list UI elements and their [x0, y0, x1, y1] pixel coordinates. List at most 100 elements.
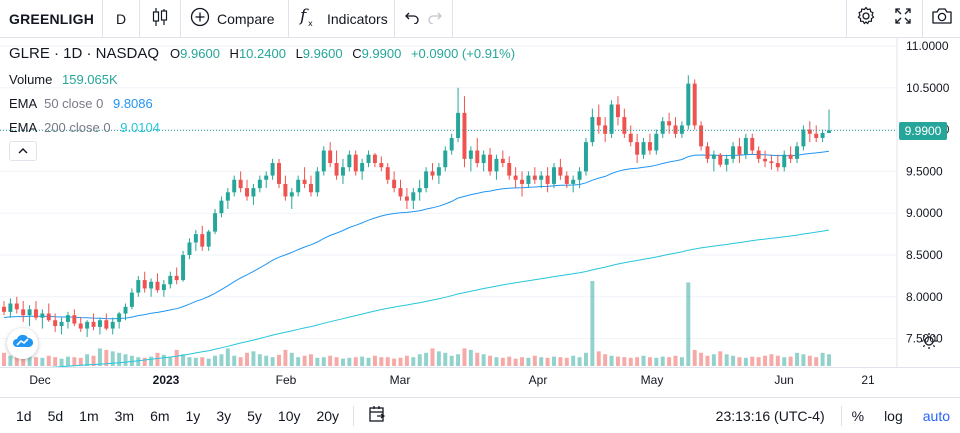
ema50-line — [3, 150, 830, 320]
ema200-legend[interactable]: EMA 200 close 0 9.0104 — [9, 120, 160, 135]
clock-timezone[interactable]: 23:13:16 (UTC-4) — [715, 407, 825, 424]
tradingview-logo[interactable] — [7, 328, 38, 359]
candle-body — [436, 167, 441, 176]
settings-button[interactable] — [846, 0, 884, 38]
range-button-20y[interactable]: 20y — [316, 407, 340, 424]
volume-bar — [795, 352, 800, 366]
candle-body — [583, 142, 588, 172]
time-label: Mar — [389, 373, 411, 387]
volume-legend[interactable]: Volume 159.065K — [9, 72, 118, 87]
ema50-legend[interactable]: EMA 50 close 0 9.8086 — [9, 96, 153, 111]
candle-body — [475, 150, 480, 164]
volume-bar — [807, 355, 812, 366]
open-value: 9.9600 — [180, 46, 220, 61]
redo-icon[interactable] — [427, 10, 443, 27]
range-button-1y[interactable]: 1y — [185, 407, 201, 424]
volume-bar — [232, 355, 237, 366]
volume-bar — [468, 349, 473, 366]
time-label: 21 — [861, 373, 875, 387]
ema50-value: 9.8086 — [112, 96, 153, 111]
divider — [353, 405, 355, 426]
compare-label: Compare — [217, 10, 275, 27]
volume-bar — [673, 355, 678, 366]
go-to-date-button[interactable] — [360, 398, 394, 433]
candle-body — [129, 292, 134, 307]
volume-bar — [136, 357, 141, 366]
candle-body — [782, 154, 787, 168]
range-button-1m[interactable]: 1m — [79, 407, 99, 424]
volume-bar — [647, 357, 652, 366]
volume-bar — [436, 351, 441, 366]
auto-scale-toggle[interactable]: auto — [922, 407, 950, 424]
log-scale-toggle[interactable]: log — [884, 407, 903, 424]
volume-bar — [622, 357, 627, 366]
percent-scale-toggle[interactable]: % — [851, 407, 865, 424]
range-button-5d[interactable]: 5d — [47, 407, 64, 424]
candle-body — [33, 309, 38, 318]
chart-pane[interactable]: 11.000010.500010.00009.50009.00008.50008… — [0, 38, 960, 368]
volume-bar — [615, 356, 620, 366]
volume-bar — [609, 355, 614, 366]
time-label: Apr — [528, 373, 548, 387]
price-axis-label: 8.5000 — [906, 248, 943, 262]
volume-bar — [289, 352, 294, 366]
range-button-1d[interactable]: 1d — [16, 407, 32, 424]
chevron-up-icon — [17, 142, 29, 160]
candle-body — [308, 183, 313, 193]
volume-bar — [475, 352, 480, 366]
candle-body — [596, 117, 601, 126]
fullscreen-button[interactable] — [884, 0, 922, 38]
range-button-3y[interactable]: 3y — [216, 407, 232, 424]
fullscreen-icon — [894, 7, 912, 30]
indicators-button[interactable]: f x Indicators — [289, 0, 395, 38]
candle-body — [46, 313, 51, 321]
interval-button[interactable]: D — [103, 0, 140, 38]
snapshot-button[interactable] — [922, 0, 960, 38]
volume-bar — [718, 351, 723, 366]
compare-button[interactable]: Compare — [181, 0, 289, 38]
close-label: C — [352, 46, 362, 61]
symbol-title[interactable]: GLRE · 1D · NASDAQ — [9, 45, 160, 62]
volume-bar — [628, 357, 633, 366]
symbol-search-button[interactable]: GREENLIGH — [0, 0, 103, 38]
candle-body — [97, 320, 102, 327]
candle-body — [65, 315, 70, 322]
high-label: H — [229, 46, 239, 61]
volume-label: Volume — [9, 72, 53, 87]
candle-body — [187, 242, 192, 255]
volume-bar — [206, 358, 211, 366]
volume-bar — [724, 354, 729, 366]
volume-bar — [85, 354, 90, 366]
time-axis[interactable]: Dec 2023 Feb Mar Apr May Jun 21 — [0, 368, 898, 392]
candle-body — [526, 175, 531, 184]
ema200-value: 9.0104 — [120, 120, 160, 135]
candle-body — [283, 183, 288, 197]
svg-text:x: x — [308, 19, 313, 28]
price-chart[interactable]: 11.000010.500010.00009.50009.00008.50008… — [0, 38, 960, 368]
axis-settings-button[interactable] — [918, 332, 940, 354]
volume-bar — [46, 355, 51, 366]
candle-body — [206, 231, 211, 247]
range-button-10y[interactable]: 10y — [277, 407, 301, 424]
candle-body — [149, 281, 154, 289]
range-button-6m[interactable]: 6m — [150, 407, 170, 424]
volume-bar — [366, 357, 371, 366]
candle-body — [462, 112, 467, 159]
volume-bar — [449, 355, 454, 366]
volume-bar — [193, 357, 198, 366]
range-button-3m[interactable]: 3m — [114, 407, 135, 424]
candle-body — [711, 154, 716, 159]
chart-type-button[interactable] — [140, 0, 181, 38]
volume-bar — [353, 357, 358, 366]
volume-bar — [283, 349, 288, 366]
price-axis-label: 9.5000 — [906, 164, 943, 178]
volume-bar — [660, 356, 665, 366]
volume-bar — [532, 355, 537, 366]
candles-icon — [151, 7, 169, 30]
candle-body — [200, 234, 205, 247]
legend-collapse-button[interactable] — [9, 141, 37, 161]
undo-icon[interactable] — [404, 10, 420, 27]
range-button-5y[interactable]: 5y — [247, 407, 262, 424]
volume-bar — [117, 352, 122, 366]
volume-bar — [462, 348, 467, 366]
